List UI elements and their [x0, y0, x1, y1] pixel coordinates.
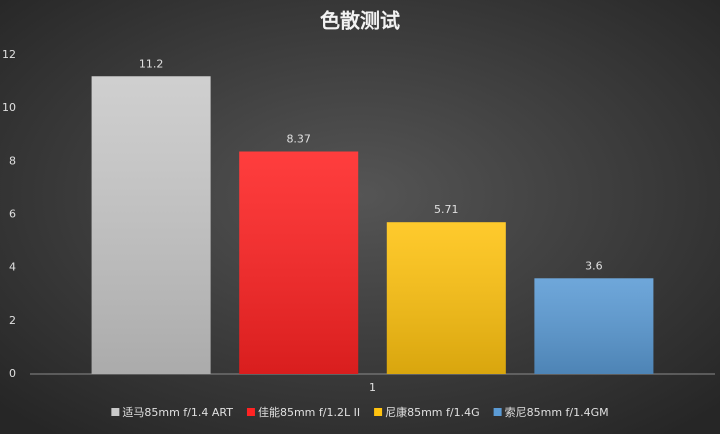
- data-label: 8.37: [286, 132, 311, 145]
- legend-label: 索尼85mm f/1.4GM: [505, 405, 609, 419]
- legend-label: 适马85mm f/1.4 ART: [122, 406, 233, 419]
- y-tick-label: 8: [9, 154, 16, 167]
- y-tick-label: 2: [9, 314, 16, 327]
- chart-title: 色散测试: [320, 9, 400, 33]
- legend: 适马85mm f/1.4 ART 佳能85mm f/1.2L II 尼康85mm f…: [111, 405, 609, 419]
- bar-shade: [239, 151, 359, 374]
- y-tick-label: 12: [2, 48, 16, 61]
- x-tick-label: 1: [369, 381, 376, 394]
- legend-swatch: [374, 408, 383, 416]
- data-label: 11.2: [139, 57, 164, 70]
- y-tick-label: 4: [9, 261, 16, 274]
- y-tick-label: 0: [9, 367, 16, 380]
- legend-swatch: [111, 408, 120, 416]
- y-tick-label: 10: [2, 101, 16, 114]
- data-label: 3.6: [585, 259, 603, 272]
- bar-shade: [91, 76, 211, 375]
- data-label: 5.71: [434, 203, 459, 216]
- bar-shade: [386, 222, 506, 374]
- legend-label: 尼康85mm f/1.4G: [385, 405, 480, 419]
- y-tick-label: 6: [9, 208, 16, 221]
- legend-swatch: [246, 408, 255, 416]
- bar-shade: [534, 278, 654, 374]
- legend-label: 佳能85mm f/1.2L II: [258, 405, 360, 419]
- legend-swatch: [493, 408, 502, 416]
